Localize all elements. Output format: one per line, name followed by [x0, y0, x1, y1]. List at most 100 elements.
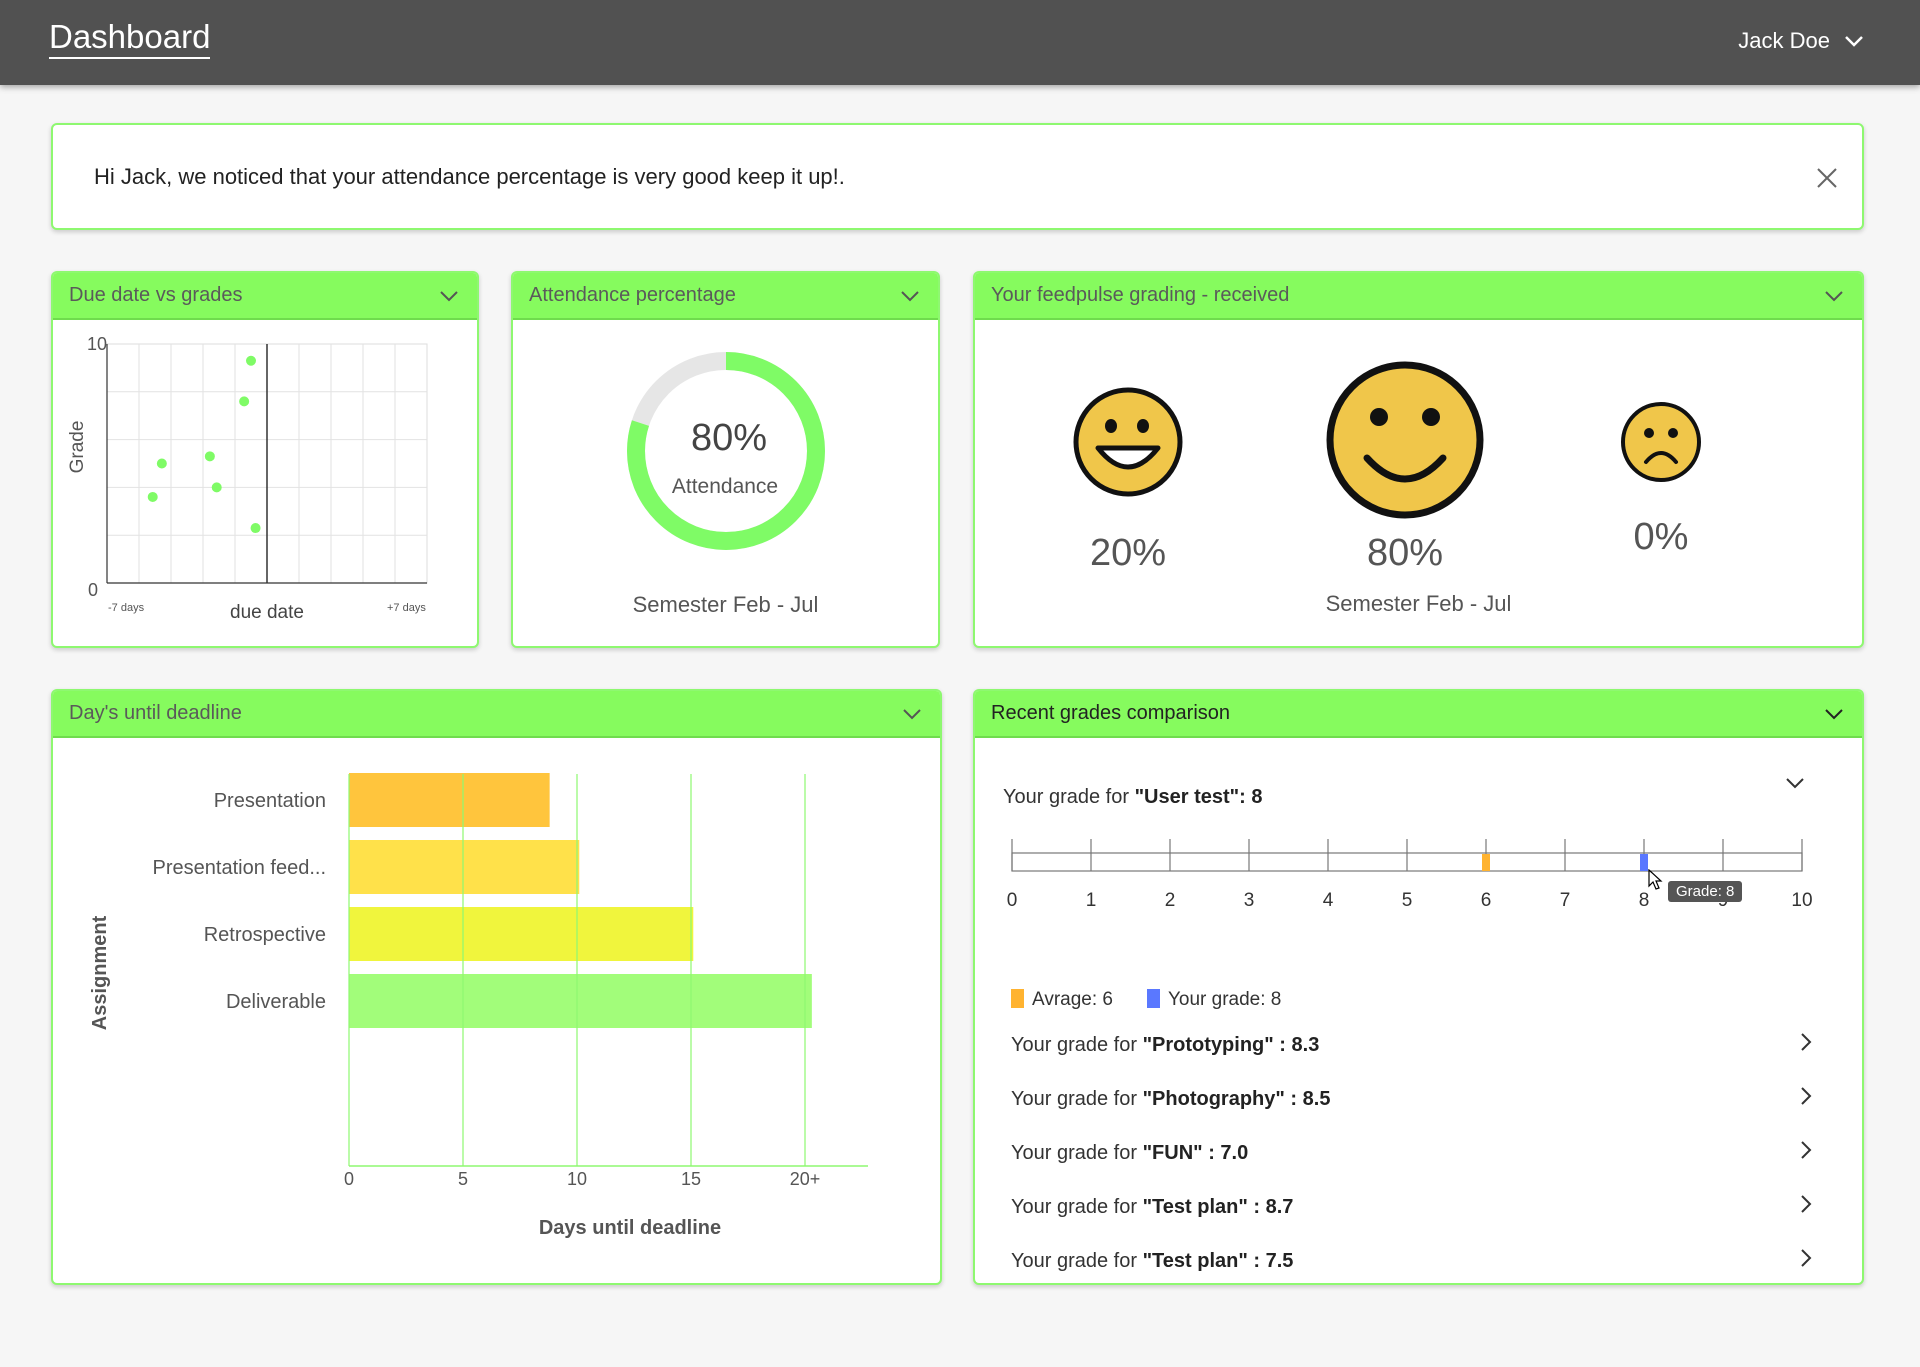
scale-tick-label: 7: [1560, 890, 1571, 911]
category-label: Presentation feed...: [153, 857, 326, 879]
scale-tick-label: 8: [1639, 890, 1650, 911]
grade-name: "Test plan" : 8.7: [1142, 1195, 1294, 1218]
grade-name: "Photography" : 8.5: [1142, 1087, 1331, 1110]
chevron-right-icon[interactable]: [1800, 1248, 1812, 1274]
y-axis-label: Assignment: [89, 915, 111, 1030]
scatter-point[interactable]: [147, 491, 158, 502]
attendance-value: 80%: [691, 417, 767, 459]
y-tick-label: 0: [88, 580, 98, 600]
feedpulse-value: 20%: [1089, 532, 1167, 574]
grade-tooltip: Grade: 8: [1668, 881, 1743, 902]
main-grade-label: Your grade for "User test": 8: [1003, 786, 1263, 809]
grade-marker[interactable]: [1640, 854, 1648, 871]
bar[interactable]: [349, 974, 812, 1028]
recent-grades-body: Your grade for "User test": 8 0123456789…: [975, 738, 1862, 1283]
legend-average: Avrage: 6: [1011, 989, 1113, 1011]
grade-row-label: Your grade for "Test plan" : 7.5: [1011, 1250, 1293, 1273]
scatter-chart: 10 0 Grade -7 days +7 days due date: [67, 334, 428, 623]
grade-row-label: Your grade for "Test plan" : 8.7: [1011, 1196, 1293, 1219]
semester-label: Semester Feb - Jul: [1325, 591, 1512, 616]
grade-row[interactable]: Your grade for "Prototyping" : 8.3: [1011, 1027, 1812, 1063]
chevron-right-icon[interactable]: [1800, 1194, 1812, 1220]
grade-row-label: Your grade for "Photography" : 8.5: [1011, 1088, 1330, 1111]
grade-prefix: Your grade for: [1011, 1249, 1143, 1272]
grade-row[interactable]: Your grade for "Photography" : 8.5: [1011, 1081, 1812, 1117]
feedpulse-value: 80%: [1366, 532, 1444, 574]
x-tick-label: 15: [681, 1169, 701, 1189]
legend-grade-label: Your grade: 8: [1167, 989, 1282, 1010]
mouse-cursor-icon: [1648, 869, 1663, 890]
grade-legend: Avrage: 6 Your grade: 8: [1011, 989, 1281, 1011]
due-date-card: Due date vs grades 10 0 Grade -7 days +7…: [51, 271, 479, 648]
grinning-face-icon: [1073, 387, 1183, 497]
chevron-down-icon[interactable]: [1824, 708, 1844, 720]
notification-banner: Hi Jack, we noticed that your attendance…: [51, 123, 1864, 230]
top-bar: Dashboard Jack Doe: [0, 0, 1920, 85]
x-axis-label: Days until deadline: [539, 1217, 721, 1239]
grade-name: "Prototyping" : 8.3: [1142, 1033, 1320, 1056]
feedpulse-item: 0%: [1601, 400, 1721, 559]
scatter-point[interactable]: [211, 482, 222, 493]
x-min-label: -7 days: [108, 602, 145, 614]
grade-value: 8: [1245, 786, 1263, 808]
chevron-down-icon[interactable]: [1785, 776, 1805, 794]
chevron-down-icon[interactable]: [1824, 290, 1844, 302]
user-menu[interactable]: Jack Doe: [1738, 28, 1864, 54]
bar[interactable]: [349, 907, 694, 961]
scale-tick-label: 10: [1791, 890, 1812, 911]
chevron-right-icon[interactable]: [1800, 1140, 1812, 1166]
chevron-right-icon[interactable]: [1800, 1032, 1812, 1058]
grade-name: "FUN" : 7.0: [1142, 1141, 1249, 1164]
y-tick-label: 10: [87, 334, 107, 354]
card-header: Due date vs grades: [53, 273, 477, 320]
attendance-ring: 80% Attendance: [627, 352, 825, 550]
bar-chart: Presentation Presentation feed... Retrospe…: [89, 773, 868, 1239]
grade-name: "Test plan" : 7.5: [1142, 1249, 1294, 1272]
grade-row[interactable]: Your grade for "Test plan" : 8.7: [1011, 1189, 1812, 1225]
scatter-point[interactable]: [156, 458, 167, 469]
scatter-point[interactable]: [239, 396, 250, 407]
chevron-down-icon: [1845, 36, 1863, 47]
scale-tick-label: 6: [1481, 890, 1492, 911]
x-tick-label: 10: [567, 1169, 587, 1189]
grade-row[interactable]: Your grade for "FUN" : 7.0: [1011, 1135, 1812, 1171]
grade-row[interactable]: Your grade for "Test plan" : 7.5: [1011, 1243, 1812, 1279]
bar[interactable]: [349, 773, 550, 827]
scale-tick-label: 3: [1244, 890, 1255, 911]
card-title: Recent grades comparison: [991, 702, 1231, 724]
scatter-point[interactable]: [250, 523, 261, 534]
page-title[interactable]: Dashboard: [49, 18, 211, 59]
bar[interactable]: [349, 840, 580, 894]
card-title: Due date vs grades: [69, 284, 243, 306]
feedpulse-value: 0%: [1633, 516, 1689, 558]
chevron-down-icon[interactable]: [900, 290, 920, 302]
scale-tick-label: 5: [1402, 890, 1413, 911]
grade-scale: 012345678910: [1007, 839, 1813, 911]
chevron-down-icon[interactable]: [439, 290, 459, 302]
x-tick-label: 5: [458, 1169, 468, 1189]
card-header: Day's until deadline: [53, 691, 940, 738]
scatter-point[interactable]: [204, 451, 215, 462]
grade-prefix: Your grade for: [1011, 1033, 1143, 1056]
grade-prefix: Your grade for: [1011, 1195, 1143, 1218]
attendance-card: Attendance percentage 80% Attendance Sem…: [511, 271, 940, 648]
grade-row-label: Your grade for "Prototyping" : 8.3: [1011, 1034, 1319, 1057]
grade-row-label: Your grade for "FUN" : 7.0: [1011, 1142, 1248, 1165]
banner-message: Hi Jack, we noticed that your attendance…: [94, 163, 845, 189]
scale-tick-label: 1: [1086, 890, 1097, 911]
smiling-face-icon: [1326, 361, 1484, 519]
chevron-right-icon[interactable]: [1800, 1086, 1812, 1112]
grade-name: "User test":: [1134, 786, 1246, 808]
frowning-face-icon: [1621, 402, 1701, 482]
grade-prefix: Your grade for: [1003, 786, 1135, 808]
y-axis-label: Grade: [67, 421, 88, 474]
chevron-down-icon[interactable]: [902, 708, 922, 720]
scatter-point[interactable]: [246, 355, 256, 366]
recent-grades-card: Recent grades comparison Your grade for …: [973, 689, 1864, 1285]
category-label: Deliverable: [226, 991, 326, 1013]
scale-tick-label: 4: [1323, 890, 1334, 911]
close-icon[interactable]: [1815, 166, 1839, 196]
x-max-label: +7 days: [387, 602, 426, 614]
card-header: Recent grades comparison: [975, 691, 1862, 738]
x-tick-label: 0: [344, 1169, 354, 1189]
